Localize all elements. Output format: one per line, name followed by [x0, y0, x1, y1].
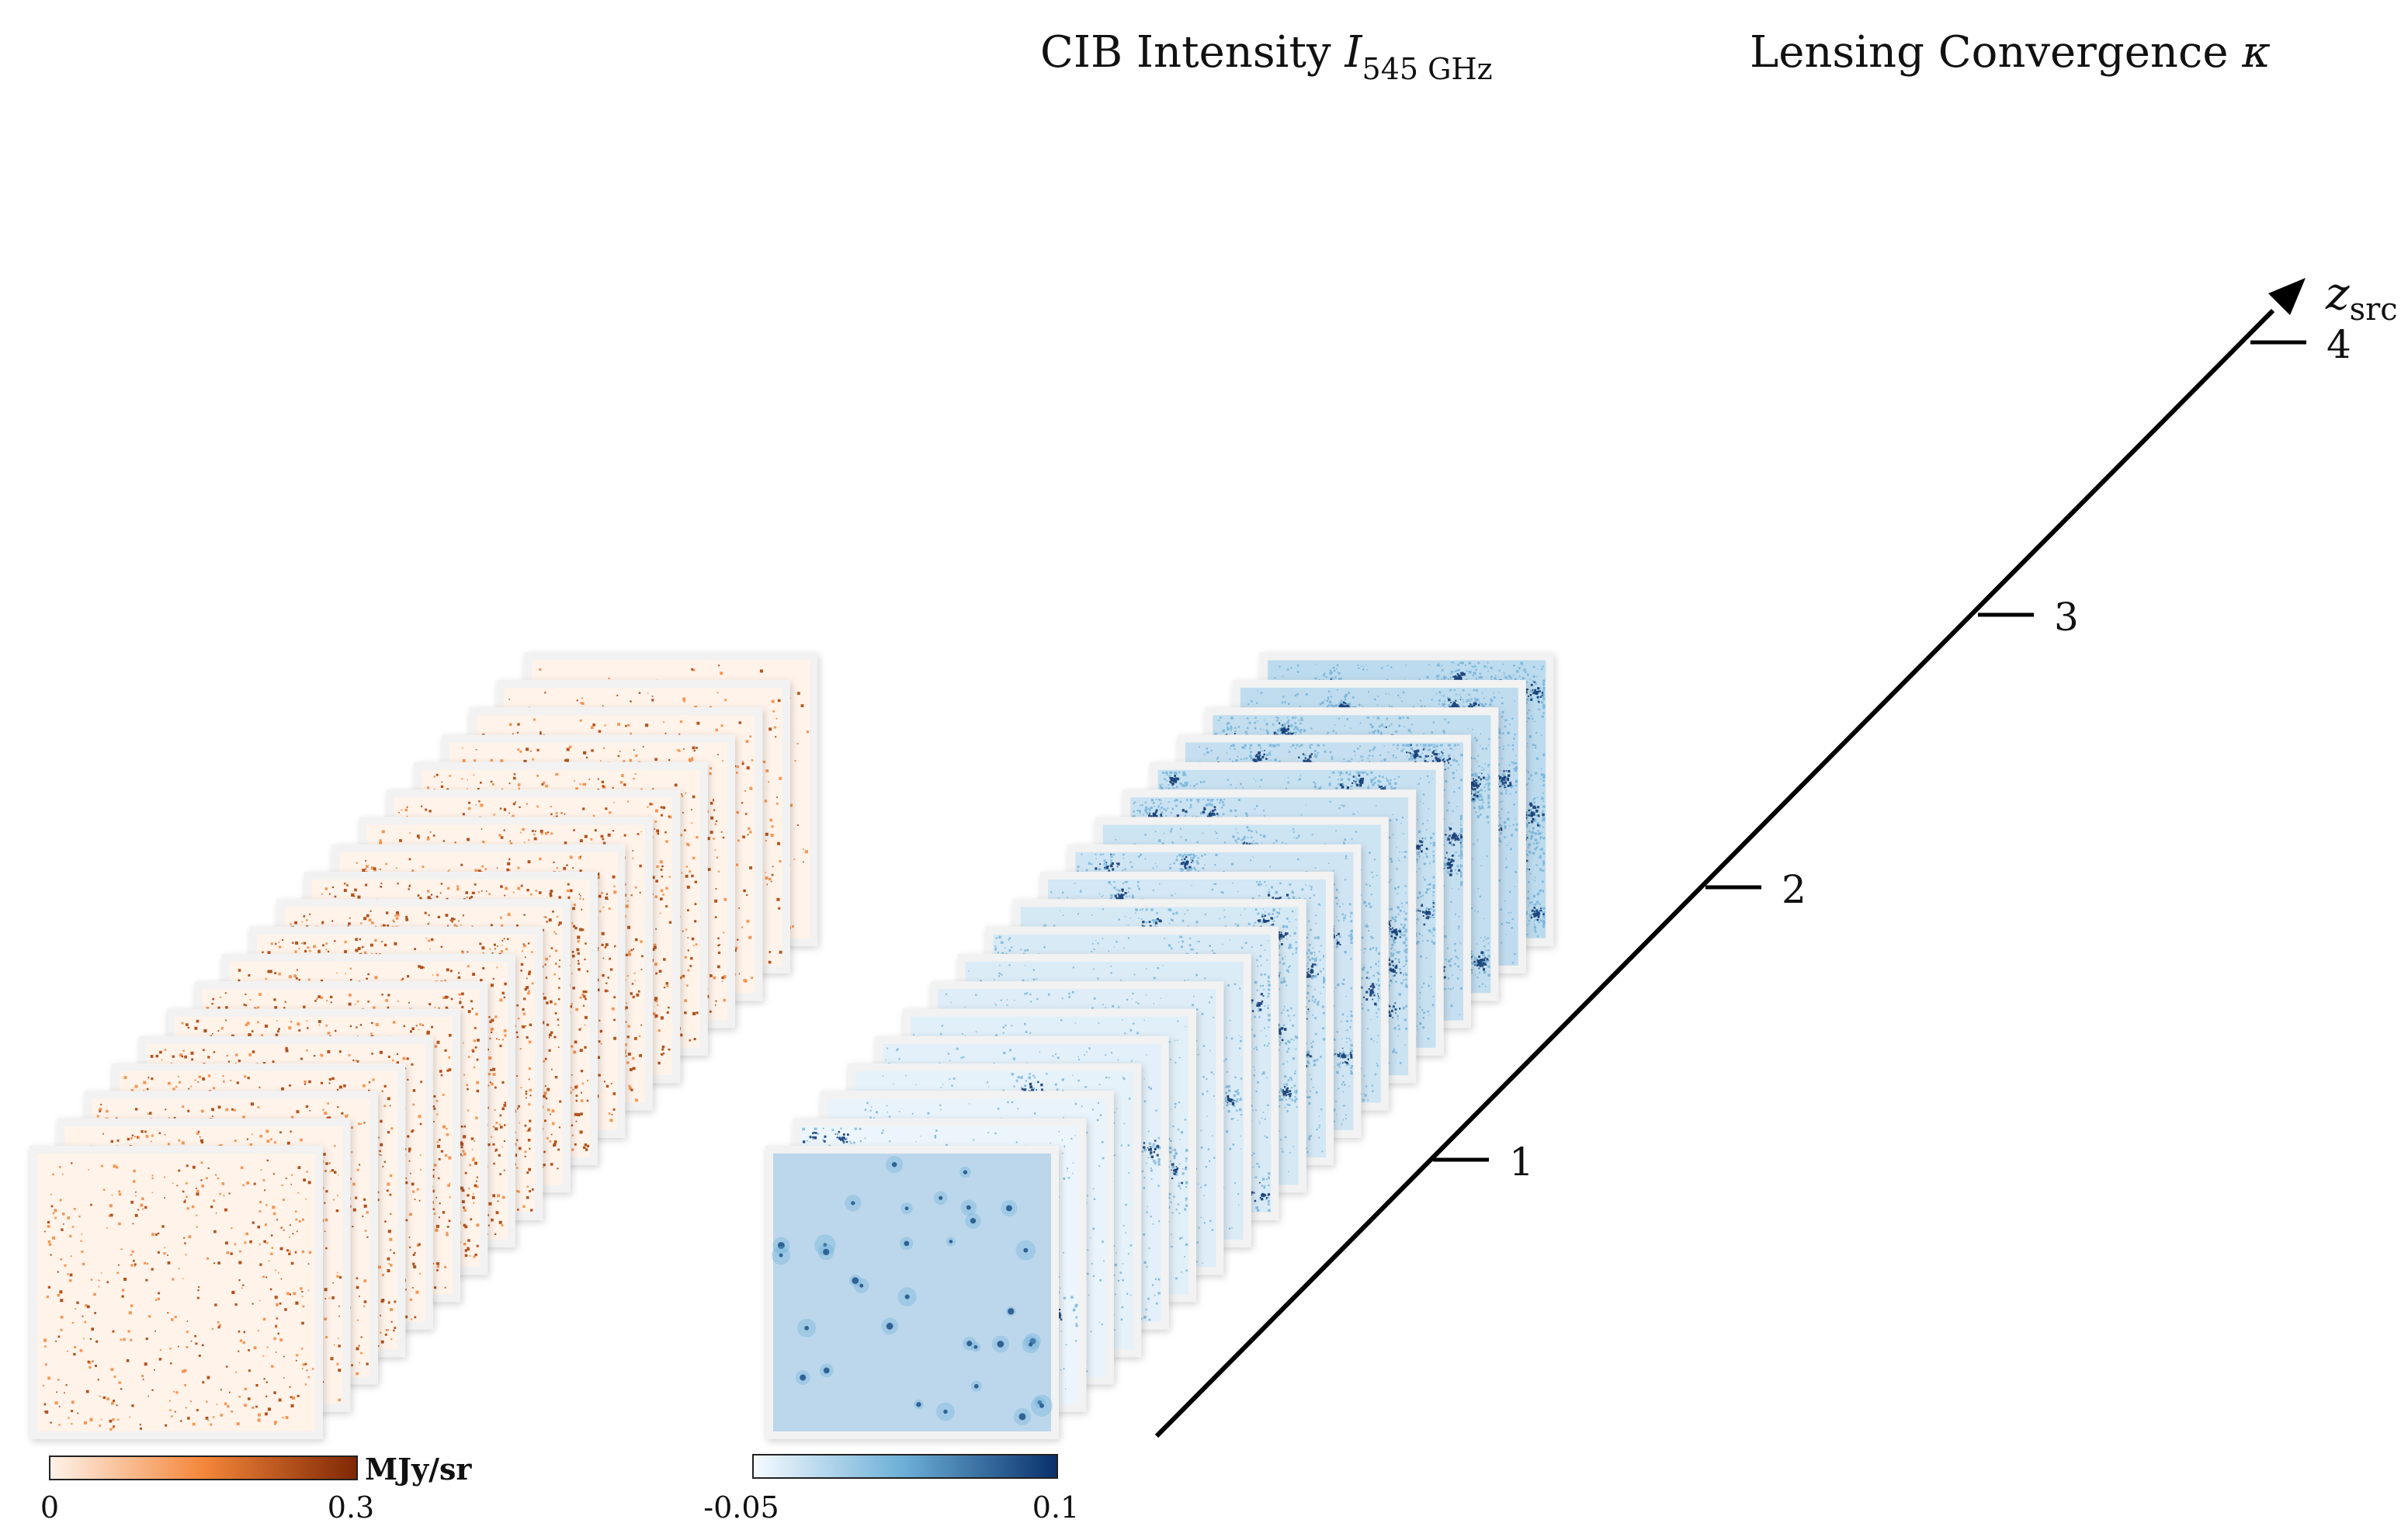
kappa-halo — [966, 1205, 971, 1210]
kappa-halo — [1005, 1205, 1012, 1212]
cib-map-stack — [29, 652, 818, 1439]
cib-title: CIB Intensity I545 GHz — [1040, 27, 1493, 86]
cib-colorbar: 0 0.3 MJy/sr — [40, 1452, 472, 1525]
kappa-halo — [1023, 1247, 1029, 1253]
kappa-halo — [1018, 1413, 1026, 1421]
kappa-colorbar-max-label: 0.1 — [1032, 1490, 1079, 1525]
axis-label-subscript: src — [2350, 292, 2398, 328]
kappa-halo — [997, 1341, 1004, 1348]
kappa-halo — [949, 1240, 953, 1244]
kappa-colorbar-min-label: -0.05 — [703, 1490, 779, 1525]
axis-label: zsrc — [2325, 267, 2398, 328]
kappa-title: Lensing Convergence κ — [1750, 27, 2271, 78]
kappa-halo — [779, 1253, 783, 1258]
kappa-halo — [777, 1241, 785, 1249]
kappa-title-symbol: κ — [2241, 27, 2271, 78]
cib-title-symbol: I — [1344, 27, 1363, 78]
cib-colorbar-max-label: 0.3 — [328, 1490, 374, 1525]
kappa-slice-map — [773, 1154, 1051, 1431]
kappa-map-stack — [765, 652, 1554, 1439]
cib-title-subscript: 545 GHz — [1362, 52, 1493, 86]
kappa-halo — [800, 1374, 807, 1381]
kappa-halo — [891, 1161, 897, 1167]
kappa-halo — [823, 1367, 830, 1374]
kappa-slice — [765, 1146, 1059, 1439]
axis-ticks: 1 2 3 4 — [1433, 322, 2351, 1185]
kappa-halo — [852, 1277, 859, 1285]
kappa-halo — [963, 1170, 968, 1174]
cib-colorbar-gradient — [49, 1455, 358, 1480]
kappa-colorbar: -0.05 0.1 — [703, 1454, 1079, 1525]
kappa-halo — [1037, 1400, 1043, 1405]
kappa-halo — [1008, 1308, 1015, 1315]
kappa-halo — [804, 1325, 809, 1331]
cib-slice — [29, 1146, 323, 1439]
kappa-halo — [1029, 1342, 1033, 1347]
kappa-halo — [973, 1383, 979, 1389]
kappa-halo — [904, 1294, 910, 1299]
kappa-halo — [970, 1218, 977, 1224]
kappa-halo — [973, 1344, 978, 1349]
kappa-halo — [851, 1201, 855, 1206]
axis-arrowhead-icon — [2268, 278, 2306, 315]
axis-tick-label-3: 3 — [2054, 595, 2079, 640]
kappa-halo — [966, 1341, 973, 1347]
kappa-halo — [886, 1323, 893, 1330]
axis-tick-label-2: 2 — [1782, 867, 1806, 912]
kappa-halo — [904, 1240, 910, 1247]
cib-colorbar-unit-label: MJy/sr — [365, 1452, 472, 1487]
cib-slice-map — [37, 1154, 315, 1431]
kappa-halo — [943, 1409, 948, 1414]
kappa-halo — [859, 1283, 864, 1288]
axis-tick-label-1: 1 — [1509, 1140, 1534, 1185]
kappa-halo — [904, 1206, 909, 1211]
axis-line — [1154, 308, 2275, 1438]
kappa-halo — [916, 1402, 921, 1407]
kappa-halo — [823, 1243, 828, 1247]
kappa-halo — [939, 1195, 943, 1200]
kappa-colorbar-gradient — [752, 1454, 1058, 1479]
kappa-halo — [823, 1248, 830, 1255]
cib-colorbar-min-label: 0 — [40, 1490, 59, 1525]
axis-tick-label-4: 4 — [2326, 322, 2351, 367]
redshift-axis: 1 2 3 4 zsrc — [1154, 267, 2398, 1438]
kappa-halo — [1039, 1403, 1044, 1408]
